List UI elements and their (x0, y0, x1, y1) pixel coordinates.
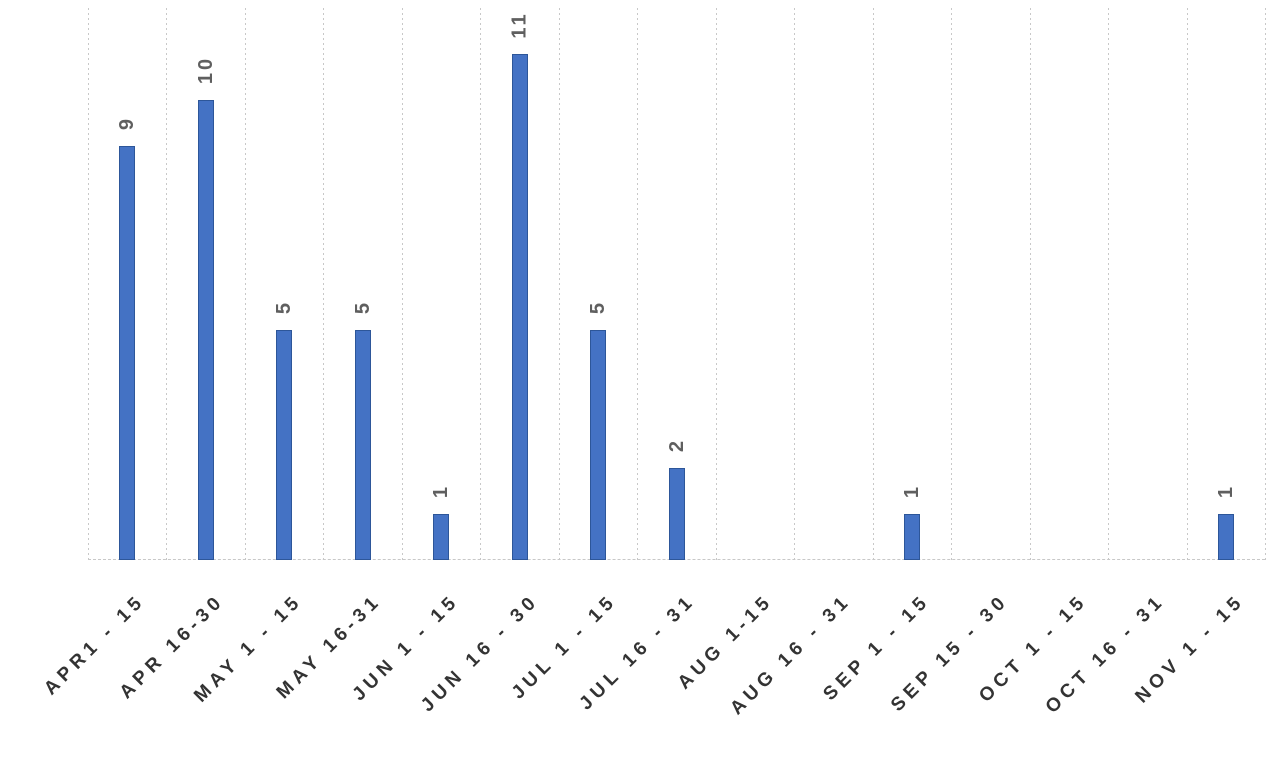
gridline (716, 8, 717, 560)
bar (669, 468, 685, 560)
gridline (245, 8, 246, 560)
x-axis-tick-label: OCT 16 - 31 (1041, 590, 1170, 718)
gridline (323, 8, 324, 560)
gridline (88, 8, 89, 560)
bar-value-label: 10 (195, 55, 218, 85)
bar-value-label: 2 (666, 437, 689, 453)
bar (119, 146, 135, 560)
x-axis-tick-label: AUG 1-15 (673, 590, 778, 694)
gridline (1265, 8, 1266, 560)
gridline (1108, 8, 1109, 560)
gridline (166, 8, 167, 560)
gridline (794, 8, 795, 560)
bar-value-label: 1 (430, 483, 453, 499)
gridline (873, 8, 874, 560)
x-axis-tick-label: JUL 16 - 31 (575, 590, 700, 715)
bar-value-label: 9 (116, 115, 139, 131)
x-axis-tick-label: AUG 16 - 31 (726, 590, 856, 720)
bar (433, 514, 449, 560)
bar (512, 54, 528, 560)
plot-area: 9 10 5 5 1 11 5 2 1 1 (88, 8, 1266, 560)
bar-value-label: 5 (273, 299, 296, 315)
gridline (951, 8, 952, 560)
bar-value-label: 1 (901, 483, 924, 499)
bar (198, 100, 214, 560)
x-axis-tick-label: SEP 15 - 30 (887, 590, 1013, 716)
bar (276, 330, 292, 560)
gridline (559, 8, 560, 560)
bar-value-label: 11 (508, 11, 531, 39)
x-axis-tick-label: JUL 1 - 15 (507, 590, 622, 704)
bar-value-label: 1 (1215, 483, 1238, 499)
bar (355, 330, 371, 560)
bar (904, 514, 920, 560)
gridline (1030, 8, 1031, 560)
bar (1218, 514, 1234, 560)
x-axis-tick-label: MAY 1 - 15 (190, 590, 307, 707)
gridline (480, 8, 481, 560)
x-axis-tick-label: JUN 1 - 15 (348, 590, 464, 706)
x-axis-tick-label: APR1 - 15 (40, 590, 150, 700)
bar-value-label: 5 (352, 299, 375, 315)
gridline (637, 8, 638, 560)
x-axis-tick-label: SEP 1 - 15 (819, 590, 935, 705)
bar (590, 330, 606, 560)
x-axis-tick-label: NOV 1 - 15 (1131, 590, 1249, 708)
gridline (1187, 8, 1188, 560)
bar-value-label: 5 (587, 299, 610, 315)
x-axis-tick-label: JUN 16 - 30 (417, 590, 544, 717)
x-axis-tick-label: APR 16-30 (115, 590, 229, 704)
x-axis-tick-label: OCT 1 - 15 (975, 590, 1092, 707)
x-axis-tick-label: MAY 16-31 (272, 590, 386, 704)
gridline (402, 8, 403, 560)
